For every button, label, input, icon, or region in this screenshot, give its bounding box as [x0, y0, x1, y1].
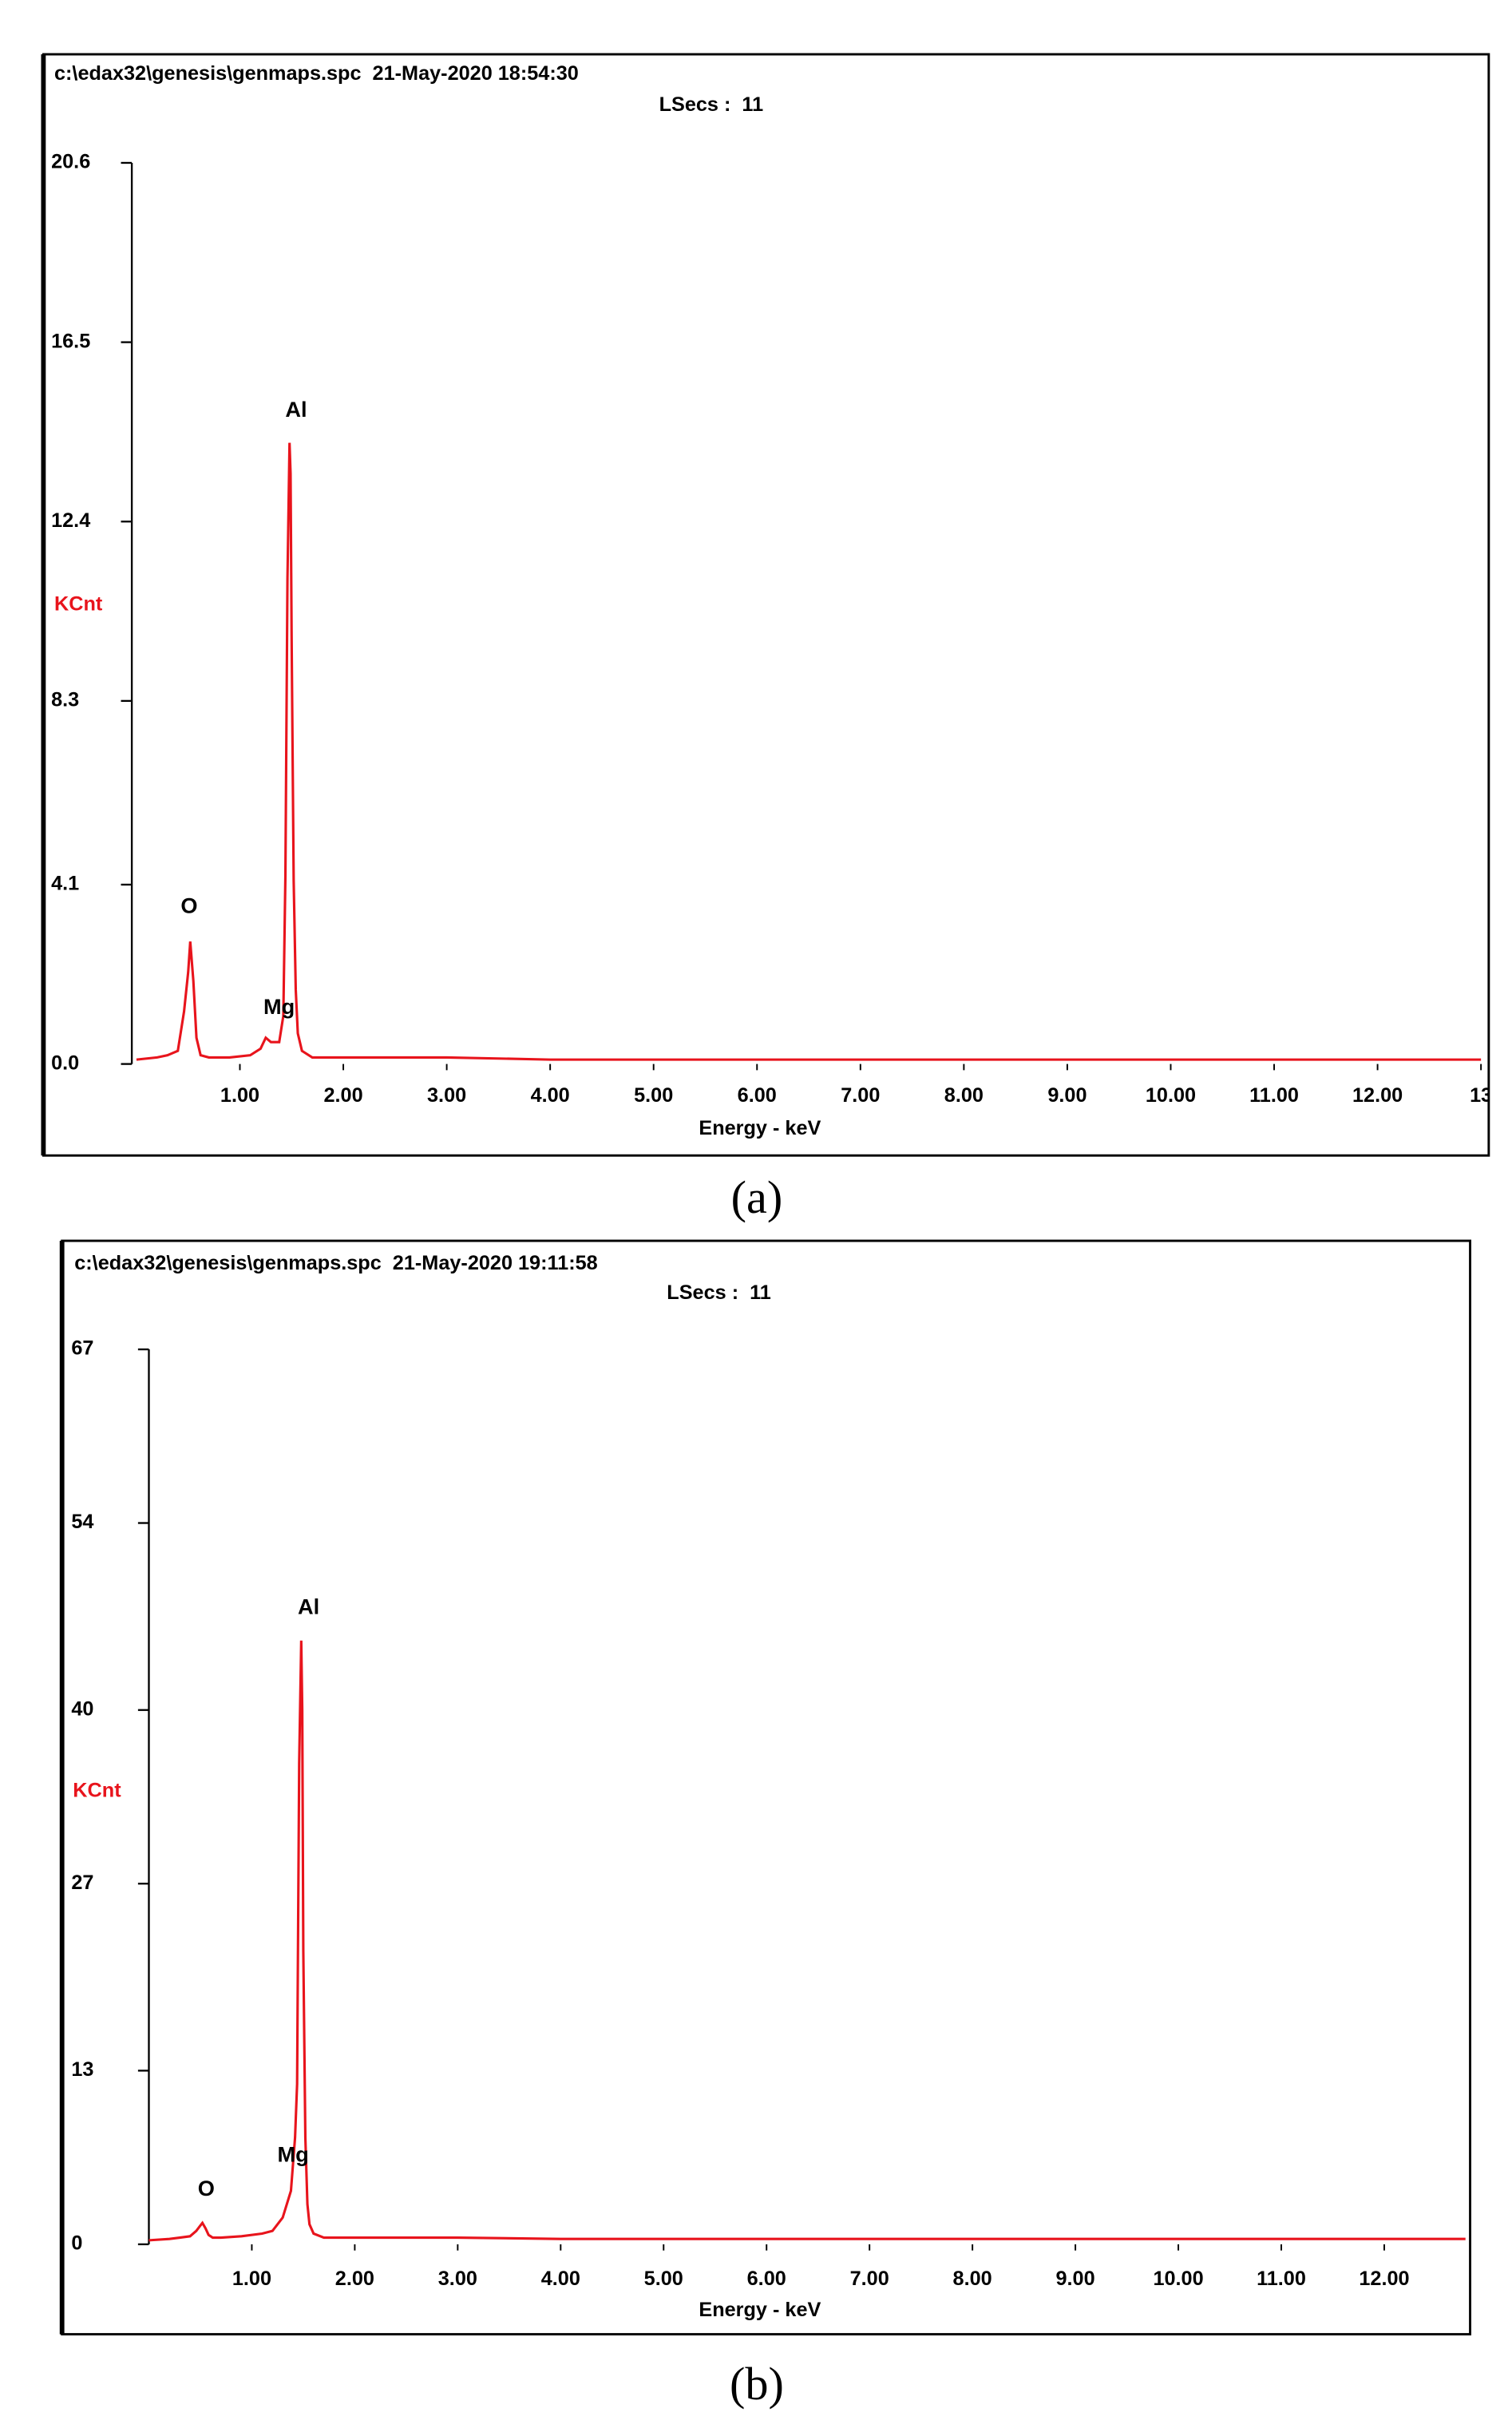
x-tick-label: 4.00 [541, 2268, 580, 2290]
spectrum-line [148, 1640, 1466, 2242]
x-tick-label: 5.00 [644, 2268, 683, 2290]
x-tick-label: 11.00 [1257, 2268, 1306, 2290]
x-tick-label: 10.00 [1146, 1084, 1196, 1107]
x-tick-label: 8.00 [944, 1084, 984, 1107]
peak-label: O [198, 2176, 215, 2200]
y-tick-label: 40 [71, 1697, 93, 1720]
x-tick-label: 2.00 [335, 2268, 374, 2290]
x-tick-label: 5.00 [634, 1084, 673, 1107]
x-tick-label: 9.00 [1047, 1084, 1087, 1107]
spectrum-line [136, 442, 1482, 1061]
chart-subtitle: LSecs : 11 [667, 1281, 771, 1304]
y-tick-label: 8.3 [51, 689, 79, 711]
chart-title: c:\edax32\genesis\genmaps.spc 21-May-202… [74, 1252, 597, 1274]
y-tick-label: 0 [71, 2232, 82, 2255]
peak-label: Mg [263, 994, 295, 1019]
x-tick-label: 1.00 [232, 2268, 271, 2290]
x-axis-label: Energy - keV [699, 1117, 821, 1139]
x-tick-label: 1.00 [220, 1084, 259, 1107]
x-tick-label: 10.00 [1153, 2268, 1203, 2290]
y-tick-label: 20.6 [51, 151, 90, 173]
x-tick-label: 12.00 [1359, 2268, 1409, 2290]
x-tick-label: 8.00 [953, 2268, 992, 2290]
y-axis-label: KCnt [54, 592, 103, 615]
x-tick-label: 4.00 [531, 1084, 570, 1107]
y-tick-label: 12.4 [51, 509, 90, 532]
x-tick-label: 6.00 [738, 1084, 777, 1107]
y-tick-label: 4.1 [51, 873, 79, 895]
x-tick-label: 3.00 [427, 1084, 466, 1107]
x-tick-label: 3.00 [438, 2268, 477, 2290]
y-axis-label: KCnt [73, 1779, 121, 1801]
x-tick-label: 7.00 [850, 2268, 889, 2290]
x-axis-label: Energy - keV [699, 2299, 821, 2321]
x-tick-label: 13 [1470, 1084, 1492, 1107]
x-tick-label: 11.00 [1249, 1084, 1299, 1107]
chart-frame [42, 53, 1490, 1157]
chart-title: c:\edax32\genesis\genmaps.spc 21-May-202… [54, 62, 579, 85]
y-tick-label: 67 [71, 1337, 93, 1360]
chart: c:\edax32\genesis\genmaps.spc 21-May-202… [51, 62, 1492, 1139]
x-tick-label: 6.00 [747, 2268, 786, 2290]
x-tick-label: 9.00 [1056, 2268, 1095, 2290]
figure-caption: (a) [731, 1171, 783, 1223]
figure-caption: (b) [730, 2358, 784, 2410]
x-tick-label: 7.00 [841, 1084, 880, 1107]
x-tick-label: 12.00 [1352, 1084, 1403, 1107]
peak-label: Al [298, 1594, 319, 1619]
y-tick-label: 13 [71, 2058, 93, 2081]
peak-label: Mg [278, 2141, 309, 2166]
y-tick-label: 54 [71, 1511, 93, 1533]
y-tick-label: 0.0 [51, 1052, 79, 1074]
peak-label: O [180, 893, 197, 918]
chart: c:\edax32\genesis\genmaps.spc 21-May-202… [71, 1252, 1498, 2321]
x-tick-label: 13 [1476, 2268, 1498, 2290]
peak-label: Al [285, 397, 307, 422]
x-tick-label: 2.00 [323, 1084, 362, 1107]
y-tick-label: 16.5 [51, 330, 90, 352]
y-tick-label: 27 [71, 1872, 93, 1894]
chart-subtitle: LSecs : 11 [659, 93, 764, 116]
chart-frame [61, 1239, 1472, 2336]
